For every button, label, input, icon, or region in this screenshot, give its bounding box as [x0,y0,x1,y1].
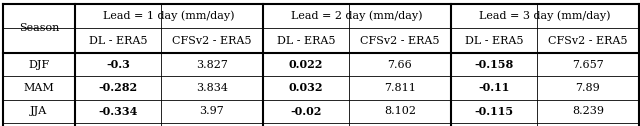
Text: -0.282: -0.282 [99,82,138,93]
Text: Season: Season [19,23,59,33]
Text: 7.811: 7.811 [384,83,416,93]
Text: 7.657: 7.657 [572,60,604,70]
Text: 0.032: 0.032 [289,82,323,93]
Text: 8.102: 8.102 [384,106,416,116]
Text: CFSv2 - ERA5: CFSv2 - ERA5 [172,36,252,46]
Text: DL - ERA5: DL - ERA5 [276,36,335,46]
Text: Lead = 2 day (mm/day): Lead = 2 day (mm/day) [291,11,422,21]
Text: 7.66: 7.66 [388,60,412,70]
Text: 3.97: 3.97 [200,106,224,116]
Text: -0.158: -0.158 [474,59,513,70]
Text: -0.02: -0.02 [290,106,322,117]
Text: 7.89: 7.89 [575,83,600,93]
Text: -0.11: -0.11 [478,82,509,93]
Text: DJF: DJF [28,60,49,70]
Text: DL - ERA5: DL - ERA5 [465,36,523,46]
Text: -0.3: -0.3 [106,59,130,70]
Text: 3.827: 3.827 [196,60,228,70]
Text: CFSv2 - ERA5: CFSv2 - ERA5 [548,36,628,46]
Text: 3.834: 3.834 [196,83,228,93]
Text: 8.239: 8.239 [572,106,604,116]
Text: -0.334: -0.334 [98,106,138,117]
Text: MAM: MAM [24,83,54,93]
Text: -0.115: -0.115 [474,106,513,117]
Text: Lead = 1 day (mm/day): Lead = 1 day (mm/day) [103,11,234,21]
Text: 0.022: 0.022 [289,59,323,70]
Text: Lead = 3 day (mm/day): Lead = 3 day (mm/day) [479,11,611,21]
Text: CFSv2 - ERA5: CFSv2 - ERA5 [360,36,440,46]
Text: JJA: JJA [30,106,47,116]
Text: DL - ERA5: DL - ERA5 [89,36,147,46]
